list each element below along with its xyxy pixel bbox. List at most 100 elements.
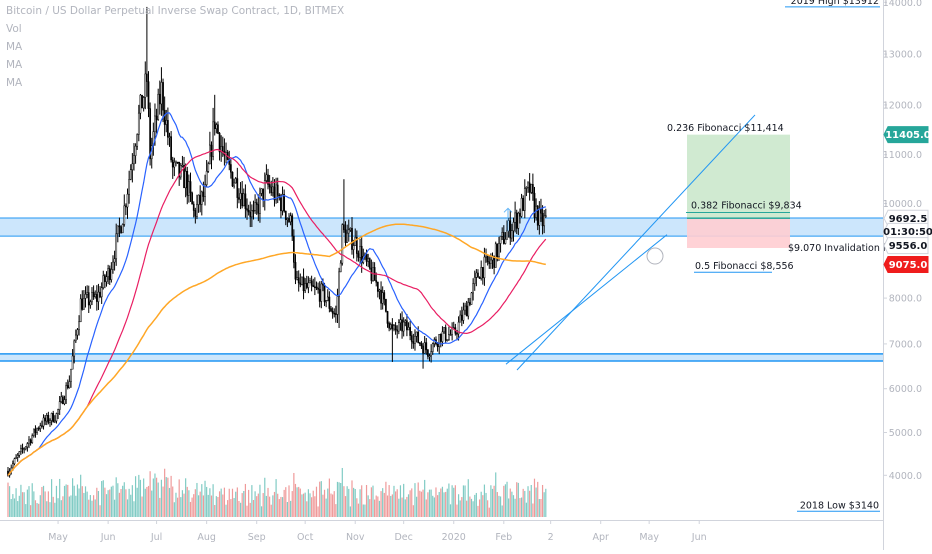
indicator-vol[interactable]: Vol	[6, 23, 22, 35]
candle-body	[157, 93, 160, 120]
volume-bar	[131, 485, 133, 517]
candle-body	[34, 428, 37, 433]
candle-body	[178, 161, 181, 178]
candle-body	[280, 197, 282, 212]
price-tag[interactable]: 9556.0	[883, 237, 929, 255]
candle-body	[360, 245, 363, 263]
candle-body	[126, 193, 129, 208]
volume-bar	[241, 493, 243, 517]
volume-bar	[293, 472, 295, 517]
time-axis[interactable]: May Jun Jul Aug Sep Oct Nov Dec 2020 Feb 2 Apr May Ju…	[48, 520, 707, 543]
volume-bar	[194, 489, 196, 517]
volume-bar	[188, 490, 190, 517]
candle-body	[133, 155, 135, 165]
price-tag[interactable]: 11405.0	[883, 126, 931, 144]
price-tag-background	[883, 256, 929, 274]
volume-bar	[172, 486, 174, 517]
volume-bar	[55, 485, 58, 517]
candle-body	[217, 124, 219, 134]
time-tick-label: Dec	[394, 532, 412, 543]
volume-bar	[49, 502, 51, 517]
volume-bar	[280, 496, 282, 517]
target-box[interactable]	[687, 134, 790, 218]
volume-bar	[357, 503, 360, 517]
candle-body	[396, 329, 399, 332]
indicator-ma-1[interactable]: MA	[6, 41, 23, 53]
volume-bar	[162, 486, 164, 517]
volume-bar	[356, 498, 358, 517]
volume-bar	[398, 498, 400, 517]
candle-body	[176, 161, 179, 164]
volume-bar	[367, 495, 369, 517]
candle-body	[460, 314, 463, 321]
volume-bar	[149, 471, 151, 517]
volume-bar	[30, 505, 32, 517]
volume-bar	[545, 488, 547, 517]
volume-bar	[427, 492, 429, 517]
candle-body	[297, 277, 300, 284]
volume-bar	[204, 480, 206, 517]
circle-marker-icon[interactable]	[646, 247, 664, 265]
volume-bar	[322, 494, 324, 517]
volume-bar	[9, 486, 11, 517]
volume-bar	[80, 474, 82, 517]
volume-bar	[353, 487, 355, 517]
candle-body	[26, 443, 29, 448]
candle-body	[62, 396, 64, 405]
candle-body	[57, 409, 59, 414]
indicator-ma-2[interactable]: MA	[6, 59, 23, 71]
volume-bar	[535, 487, 537, 517]
candle-body	[486, 256, 489, 263]
candle-body	[320, 283, 323, 302]
candle-body	[63, 399, 66, 405]
candle-body	[501, 232, 504, 237]
volume-bar	[483, 484, 486, 517]
candle-body	[249, 211, 252, 218]
volume-bar	[312, 490, 314, 517]
volume-bar	[96, 487, 98, 517]
time-tick-label: Apr	[592, 532, 609, 543]
volume-bar	[498, 495, 500, 517]
candle-body	[230, 164, 232, 173]
volume-bar	[220, 488, 222, 517]
candle-body	[31, 435, 34, 444]
volume-bar	[155, 477, 158, 517]
volume-bar	[509, 488, 511, 517]
volume-bar	[244, 483, 247, 517]
indicator-ma-3[interactable]: MA	[6, 77, 23, 89]
volume-bar	[92, 495, 95, 517]
channel-upper-line[interactable]	[516, 114, 756, 371]
candle-body	[11, 463, 14, 469]
fib-236-label: 0.236 Fibonacci $11,414	[667, 123, 784, 134]
stop-box[interactable]	[687, 217, 790, 248]
price-tag[interactable]: 9075.0	[883, 256, 929, 274]
candle-body	[527, 182, 529, 188]
price-tick-label: 10000.0	[883, 199, 922, 210]
volume-bar	[354, 488, 356, 517]
candle-body	[385, 298, 387, 312]
volume-bar	[31, 483, 33, 517]
price-tag[interactable]: 01:30:50	[883, 222, 932, 240]
candle-body	[247, 209, 250, 213]
volume-bar	[28, 486, 30, 517]
arrow-up-icon-head	[503, 207, 513, 213]
time-tick-label: Jun	[691, 532, 707, 543]
volume-bar	[72, 478, 74, 517]
volume-bar	[386, 495, 389, 517]
candle-body	[168, 136, 171, 138]
candle-body	[147, 81, 150, 109]
channel-lower-line[interactable]	[505, 234, 668, 365]
volume-bar	[120, 489, 122, 517]
candle-body	[331, 310, 334, 314]
candle-body	[293, 235, 295, 263]
volume-bar	[175, 492, 177, 517]
volume-bar	[193, 494, 195, 517]
candle-body	[16, 455, 19, 458]
candle-body	[485, 256, 487, 258]
candle-body	[20, 447, 22, 452]
price-axis[interactable]: 15000.014000.013000.012000.011000.010000…	[883, 0, 922, 482]
volume-bar	[414, 483, 416, 517]
candle-body	[23, 448, 25, 451]
